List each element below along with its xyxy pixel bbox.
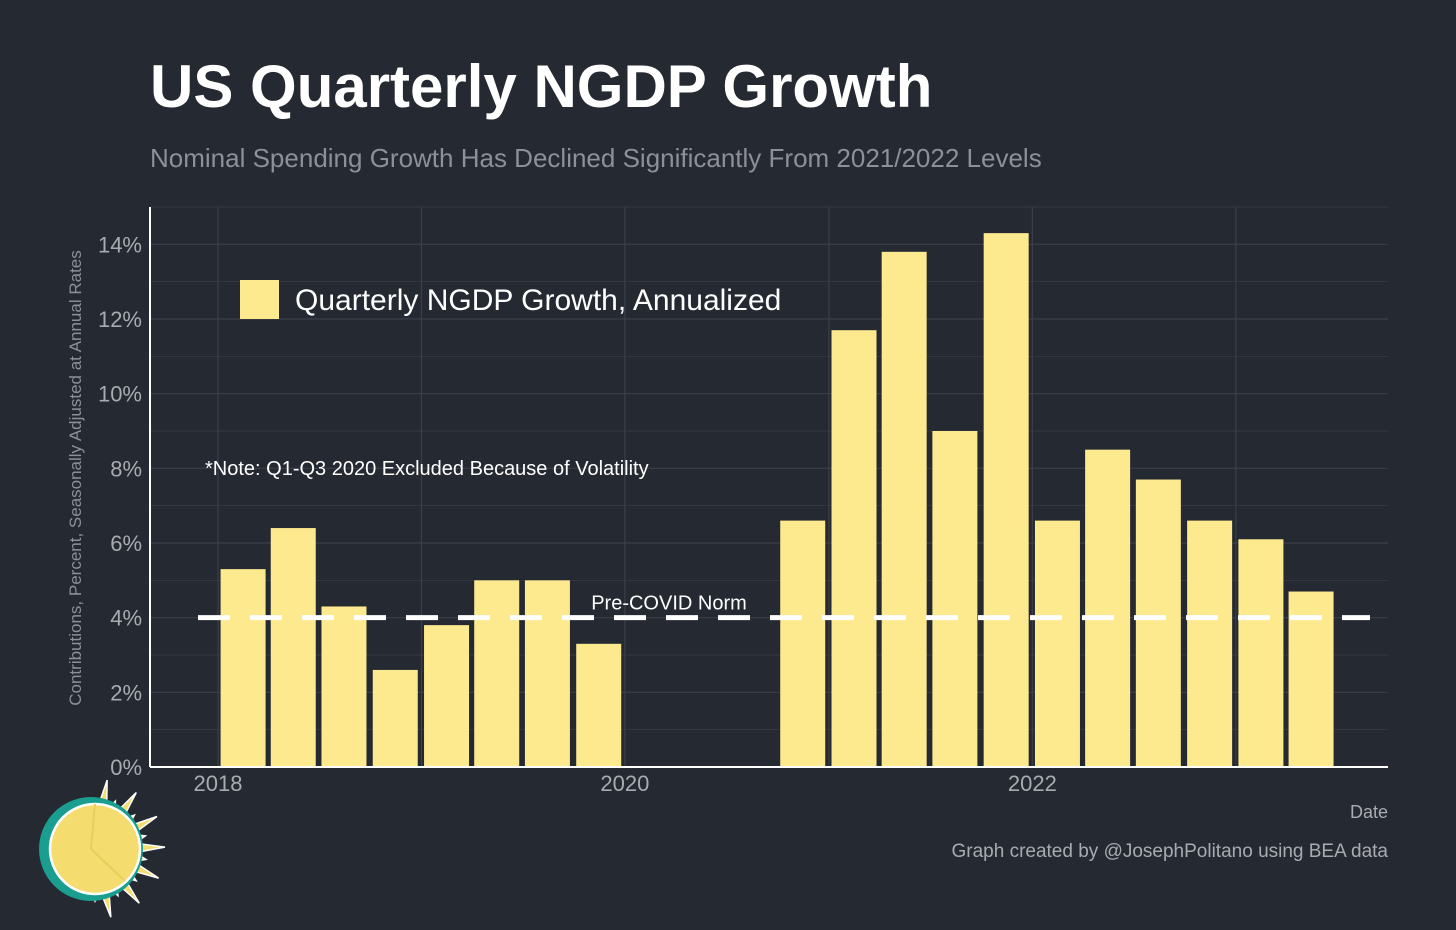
x-tick-label: 2018 [194,771,243,796]
bar [1034,520,1080,767]
bar [424,625,470,767]
x-tick-label: 2020 [600,771,649,796]
x-axis-title: Date [1350,802,1388,822]
bar [983,233,1029,768]
sun-shade [89,803,126,882]
bar [1085,449,1131,767]
bar [372,669,418,767]
chart-title: US Quarterly NGDP Growth [150,53,933,120]
grid-layer [150,206,1388,767]
bar [220,569,266,767]
y-tick-label: 4% [110,606,142,631]
y-tick-label: 6% [110,531,142,556]
x-tick-label: 2022 [1008,771,1057,796]
chart-subtitle: Nominal Spending Growth Has Declined Sig… [150,143,1042,173]
labels-layer: Pre-COVID Norm Quarterly NGDP Growth, Ann… [198,280,1370,621]
bar [1238,539,1284,767]
bar [321,606,367,767]
bar [576,643,622,767]
bar [524,580,570,767]
reference-line-label: Pre-COVID Norm [591,593,747,615]
y-axis-title: Contributions, Percent, Seasonally Adjus… [66,250,85,706]
axes-layer: 0% 2% 4% 6% 8% 10% 12% 14% 2018 2020 2022 Date Contr… [66,207,1388,822]
bar [1288,591,1334,767]
bar [1135,479,1181,767]
sun-disc [48,802,142,896]
logo [39,779,166,918]
y-tick-label: 10% [98,382,142,407]
legend-label: Quarterly NGDP Growth, Annualized [295,284,781,317]
y-tick-label: 12% [98,307,142,332]
y-tick-label: 2% [110,680,142,705]
sun-icon [39,779,166,918]
bar [270,528,316,767]
bar [932,431,978,767]
source-caption: Graph created by @JosephPolitano using B… [951,841,1388,862]
bar [474,580,520,767]
bar [881,251,927,768]
note-annotation: *Note: Q1-Q3 2020 Excluded Because of Vo… [205,458,649,480]
bar [1187,520,1233,767]
y-tick-label: 14% [98,232,142,257]
y-tick-label: 0% [110,755,142,780]
bar [780,520,826,767]
legend-swatch [240,280,279,319]
bar [831,330,877,767]
y-tick-label: 8% [110,456,142,481]
bars-layer [220,233,1334,768]
